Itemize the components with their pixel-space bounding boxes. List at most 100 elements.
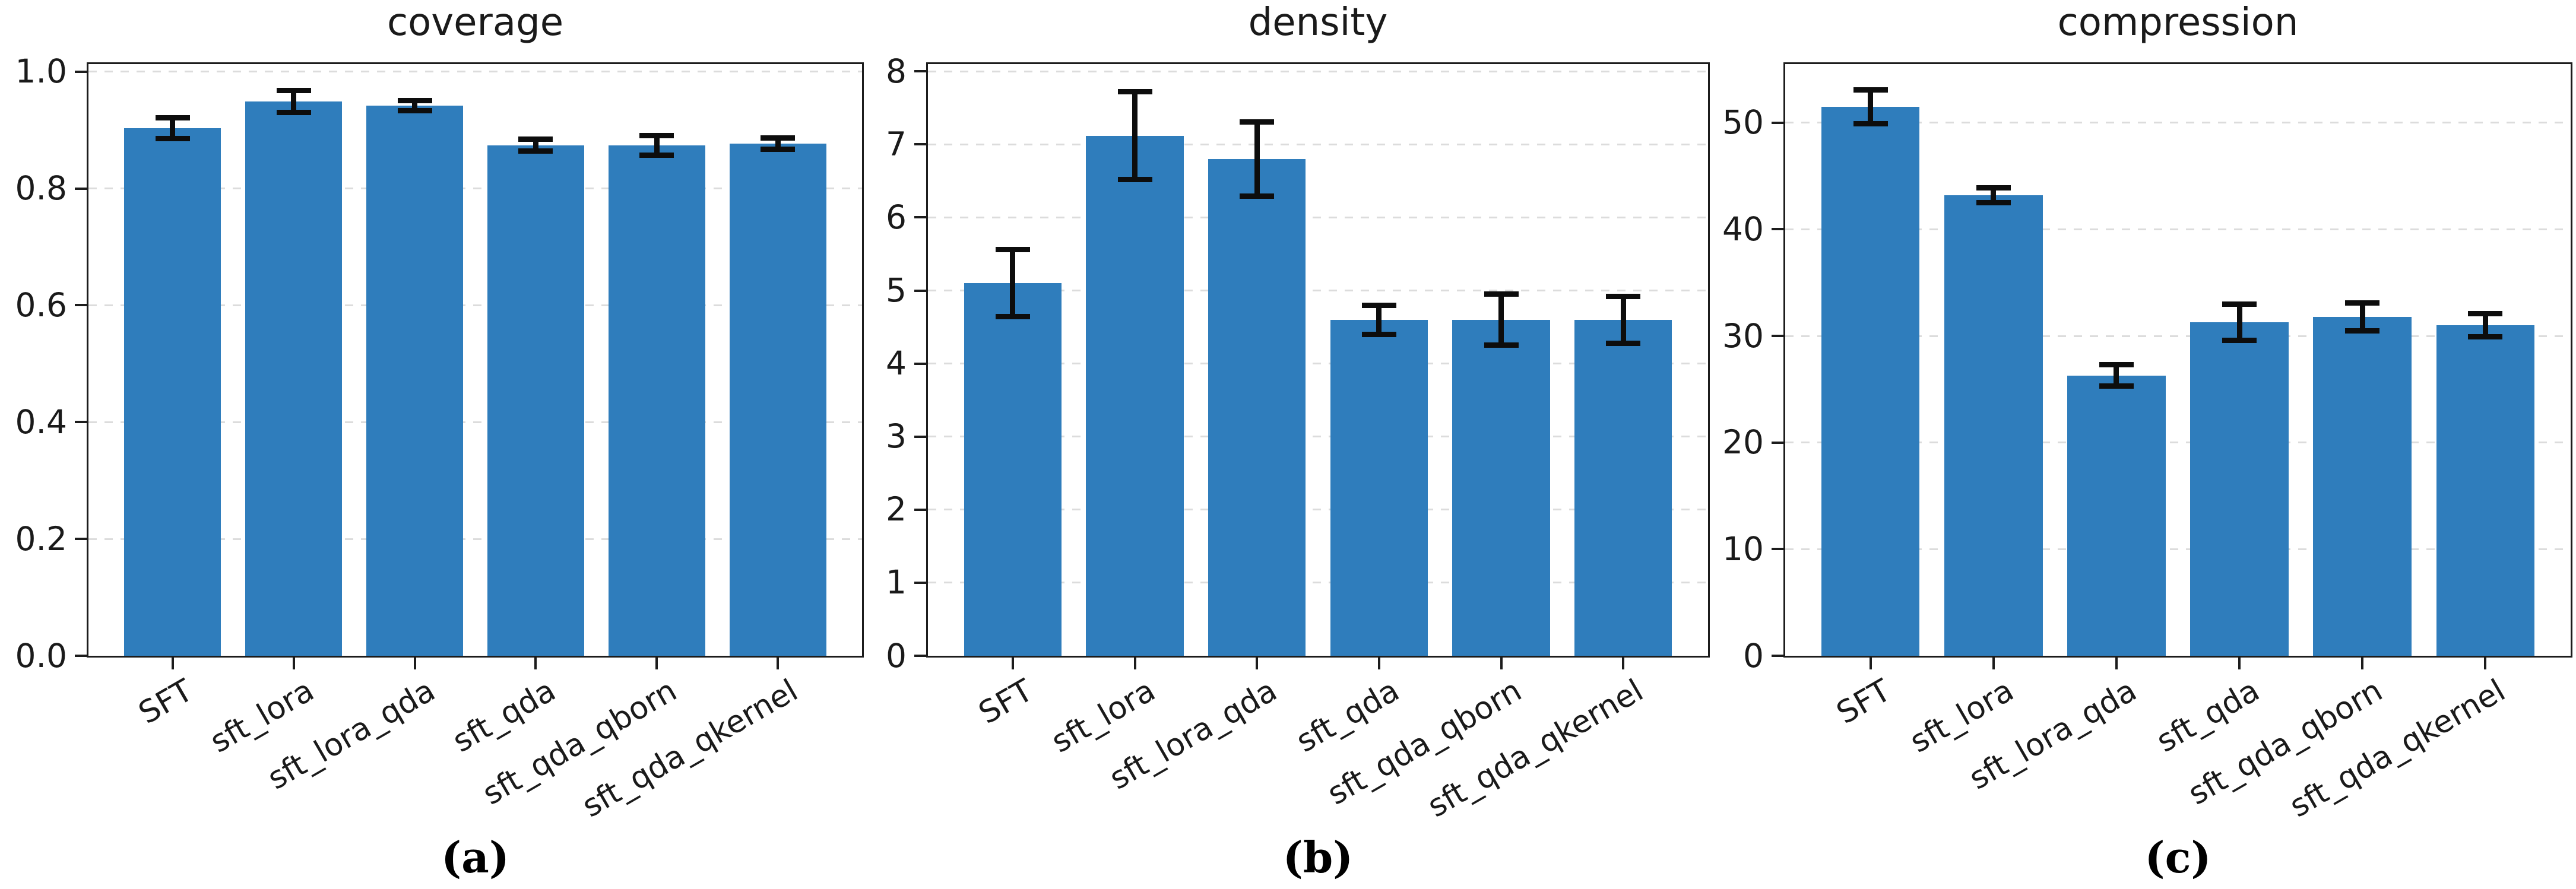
error-bar-cap-top bbox=[397, 97, 432, 103]
error-bar-cap-top bbox=[1240, 119, 1275, 125]
bar-sft_lora_qda bbox=[366, 105, 464, 656]
bar-sft_qda_qkernel bbox=[729, 143, 826, 656]
y-tick-label: 20 bbox=[1722, 423, 1764, 462]
error-bar-line bbox=[2236, 304, 2242, 341]
bar-sft_lora_qda bbox=[1208, 159, 1306, 656]
error-bar-cap-bottom bbox=[1976, 200, 2011, 206]
error-bar-cap-top bbox=[518, 136, 553, 142]
gridline bbox=[928, 70, 1708, 72]
error-bar-cap-top bbox=[2468, 310, 2503, 316]
gridline bbox=[88, 421, 862, 423]
y-tick-label: 0.0 bbox=[15, 636, 67, 675]
gridline bbox=[1785, 442, 2571, 444]
y-tick-label: 10 bbox=[1722, 529, 1764, 568]
x-tick-mark bbox=[292, 658, 295, 669]
gridline bbox=[928, 582, 1708, 584]
x-tick-mark bbox=[2115, 658, 2118, 669]
y-tick-mark bbox=[1772, 335, 1783, 338]
x-tick-mark bbox=[2361, 658, 2364, 669]
panel-letter-c: (c) bbox=[2144, 832, 2211, 882]
y-tick-label: 5 bbox=[886, 271, 907, 310]
error-bar-cap-top bbox=[2345, 300, 2380, 306]
chart-title-compression: compression bbox=[2057, 1, 2299, 45]
error-bar-cap-bottom bbox=[1853, 121, 1888, 127]
y-tick-mark bbox=[75, 70, 87, 73]
error-bar-cap-top bbox=[1117, 89, 1152, 95]
y-tick-mark bbox=[75, 655, 87, 657]
gridline bbox=[1785, 548, 2571, 550]
error-bar-cap-bottom bbox=[639, 153, 674, 158]
error-bar-cap-top bbox=[1361, 302, 1396, 308]
error-bar-cap-bottom bbox=[2222, 337, 2257, 343]
x-tick-mark bbox=[1622, 658, 1625, 669]
y-tick-mark bbox=[914, 216, 926, 219]
error-bar-line bbox=[1132, 91, 1138, 180]
y-tick-mark bbox=[914, 362, 926, 365]
y-tick-label: 0.4 bbox=[15, 402, 67, 441]
y-tick-label: 0 bbox=[1743, 636, 1764, 675]
bar-sft_lora bbox=[245, 101, 343, 656]
y-tick-label: 1.0 bbox=[15, 52, 67, 91]
bar-sft_qda_qborn bbox=[2313, 316, 2412, 656]
y-tick-mark bbox=[914, 655, 926, 657]
y-tick-label: 7 bbox=[886, 125, 907, 163]
error-bar-cap-bottom bbox=[1117, 176, 1152, 182]
y-tick-label: 3 bbox=[886, 417, 907, 456]
error-bar-cap-bottom bbox=[397, 108, 432, 114]
error-bar-cap-top bbox=[995, 247, 1030, 253]
y-tick-mark bbox=[1772, 655, 1783, 657]
y-tick-label: 50 bbox=[1722, 103, 1764, 142]
error-bar-cap-bottom bbox=[1361, 331, 1396, 337]
panel-density: density 0 1 2 3 4 5 6 7 8 SFT sft_lora sft_lora_qda… bbox=[866, 0, 1720, 889]
error-bar-line bbox=[2114, 364, 2119, 386]
x-tick-mark bbox=[1992, 658, 1995, 669]
panel-letter-b: (b) bbox=[1282, 832, 1354, 882]
bar-sft_qda_qkernel bbox=[1574, 319, 1672, 656]
bar-sft_qda_qkernel bbox=[2436, 325, 2535, 656]
gridline bbox=[928, 509, 1708, 511]
y-tick-label: 2 bbox=[886, 490, 907, 529]
x-tick-mark bbox=[1011, 658, 1014, 669]
y-tick-mark bbox=[75, 538, 87, 541]
y-tick-mark bbox=[914, 289, 926, 292]
y-tick-mark bbox=[914, 508, 926, 511]
plot-area-compression: 0 10 20 30 40 50 SFT sft_lora sft_lora_qda sft_qd… bbox=[1722, 62, 2572, 824]
error-bar-cap-top bbox=[155, 115, 190, 121]
error-bar-line bbox=[1010, 249, 1016, 317]
y-tick-label: 0.6 bbox=[15, 285, 67, 324]
gridline bbox=[928, 290, 1708, 292]
gridline bbox=[88, 71, 862, 73]
error-bar-cap-bottom bbox=[995, 314, 1030, 320]
bar-sft_lora bbox=[1086, 135, 1184, 656]
gridline bbox=[928, 143, 1708, 145]
x-tick-label-SFT: SFT bbox=[132, 672, 199, 732]
x-tick-label-sft_qda_qkernel: sft_qda_qkernel bbox=[2284, 672, 2512, 825]
error-bar-line bbox=[654, 135, 660, 155]
error-bar-line bbox=[291, 90, 297, 113]
error-bar-cap-top bbox=[1853, 87, 1888, 93]
x-tick-label-sft_qda_qkernel: sft_qda_qkernel bbox=[576, 672, 804, 825]
y-tick-label: 0.2 bbox=[15, 519, 67, 558]
error-bar-cap-top bbox=[2099, 362, 2134, 368]
x-tick-label-SFT: SFT bbox=[1830, 672, 1897, 732]
error-bar-line bbox=[2359, 303, 2365, 331]
y-tick-label: 4 bbox=[886, 344, 907, 383]
x-tick-label-sft_qda_qkernel: sft_qda_qkernel bbox=[1421, 672, 1650, 825]
y-tick-label: 40 bbox=[1722, 209, 1764, 248]
bar-sft_qda bbox=[2190, 322, 2289, 656]
bar-sft_lora bbox=[1944, 195, 2043, 656]
y-tick-label: 30 bbox=[1722, 316, 1764, 355]
x-tick-mark bbox=[1256, 658, 1259, 669]
plot-area-density: 0 1 2 3 4 5 6 7 8 SFT sft_lora sft_lora_qda sft_qda s… bbox=[886, 55, 1710, 824]
x-tick-mark bbox=[1869, 658, 1872, 669]
gridline bbox=[1785, 122, 2571, 124]
x-tick-mark bbox=[777, 658, 780, 669]
error-bar-line bbox=[1254, 122, 1260, 196]
error-bar-cap-top bbox=[2222, 301, 2257, 307]
y-tick-mark bbox=[1772, 441, 1783, 444]
y-tick-mark bbox=[75, 187, 87, 190]
error-bar-cap-bottom bbox=[276, 110, 311, 116]
y-tick-mark bbox=[75, 304, 87, 307]
error-bar-cap-top bbox=[1484, 291, 1519, 297]
